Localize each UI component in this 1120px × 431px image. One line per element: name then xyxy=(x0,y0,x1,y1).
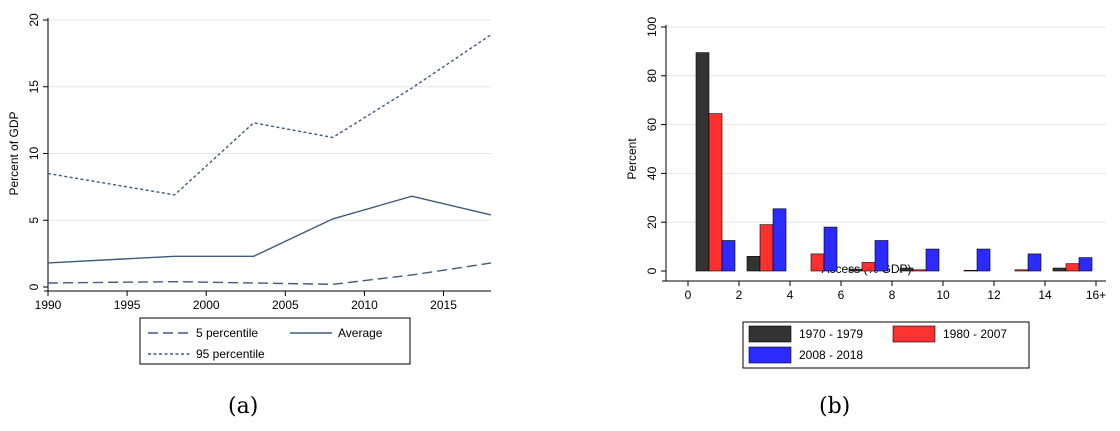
bar-2008_2018 xyxy=(721,240,736,272)
x-tick-label: 2005 xyxy=(272,298,299,312)
series-line-95-percentile xyxy=(47,34,492,196)
legend-label: 95 percentile xyxy=(196,347,265,361)
bar-1980_2007 xyxy=(759,224,774,272)
bar-1980_2007 xyxy=(1065,263,1080,272)
x-tick-label: 16+ xyxy=(1086,288,1106,302)
bar-1970_1979 xyxy=(899,267,914,272)
y-tick-label: 0 xyxy=(27,283,41,290)
line-chart: 0 5 10 15 20 1990 1995 2000 2005 2010 2015 Percent … xyxy=(7,13,492,365)
x-tick-label: 2000 xyxy=(193,298,220,312)
x-tick-label: 2015 xyxy=(430,298,457,312)
x-tick-label: 1990 xyxy=(35,298,62,312)
bar-2008_2018 xyxy=(1078,257,1093,272)
x-tick-label: 10 xyxy=(936,288,950,302)
x-tick-label: 2010 xyxy=(351,298,378,312)
y-tick-label: 0 xyxy=(645,267,659,274)
bar-1970_1979 xyxy=(695,52,710,272)
bar-1970_1979 xyxy=(746,256,761,272)
bar-1980_2007 xyxy=(861,262,876,272)
bar-2008_2018 xyxy=(874,240,889,272)
series-line-average xyxy=(47,195,492,264)
x-tick-label: 0 xyxy=(685,288,692,302)
y-tick-label: 20 xyxy=(27,13,41,27)
y-axis-label: Percent of GDP xyxy=(7,111,21,195)
x-tick-label: 8 xyxy=(889,288,896,302)
legend-label: Average xyxy=(338,326,383,340)
legend-swatch xyxy=(748,325,792,343)
bar-1980_2007 xyxy=(912,269,927,272)
bar-1980_2007 xyxy=(1014,269,1029,272)
bar-2008_2018 xyxy=(925,248,940,272)
bar-2008_2018 xyxy=(1027,253,1042,272)
y-axis-label: Percent xyxy=(625,138,639,180)
bar-1970_1979 xyxy=(848,268,863,272)
panel-a: 0 5 10 15 20 1990 1995 2000 2005 2010 2015 Percent … xyxy=(7,13,492,419)
x-tick-label: 4 xyxy=(787,288,794,302)
legend-label: 5 percentile xyxy=(196,326,258,340)
series-line-5-percentile xyxy=(47,262,492,286)
y-tick-label: 80 xyxy=(645,69,659,83)
y-tick-label: 20 xyxy=(645,215,659,229)
bar-1980_2007 xyxy=(708,113,723,272)
y-tick-label: 10 xyxy=(27,147,41,161)
legend-swatch xyxy=(748,346,792,364)
y-tick-label: 40 xyxy=(645,166,659,180)
bar-2008_2018 xyxy=(976,248,991,272)
panel-b: 0 20 40 60 80 100 0 2 4 6 8 10 12 14 16+ Percent Access … xyxy=(560,0,1120,431)
legend-label: 1970 - 1979 xyxy=(799,327,863,341)
y-tick-label: 15 xyxy=(27,80,41,94)
bar-1980_2007 xyxy=(810,253,825,272)
x-tick-label: 1995 xyxy=(114,298,141,312)
bar-1970_1979 xyxy=(1052,267,1067,272)
caption-b: (b) xyxy=(819,394,851,419)
x-tick-label: 14 xyxy=(1038,288,1052,302)
bar-1980_2007 xyxy=(963,269,978,272)
x-tick-label: 6 xyxy=(838,288,845,302)
x-tick-label: 2 xyxy=(736,288,743,302)
bar-2008_2018 xyxy=(823,226,838,272)
y-tick-label: 5 xyxy=(27,217,41,224)
bar-2008_2018 xyxy=(772,208,787,272)
caption-a: (a) xyxy=(228,394,259,419)
legend-label: 1980 - 2007 xyxy=(943,327,1007,341)
legend-box xyxy=(139,317,411,365)
x-tick-label: 12 xyxy=(987,288,1001,302)
y-tick-label: 100 xyxy=(645,17,659,37)
legend-label: 2008 - 2018 xyxy=(799,348,863,362)
y-tick-label: 60 xyxy=(645,118,659,132)
legend-swatch xyxy=(892,325,936,343)
